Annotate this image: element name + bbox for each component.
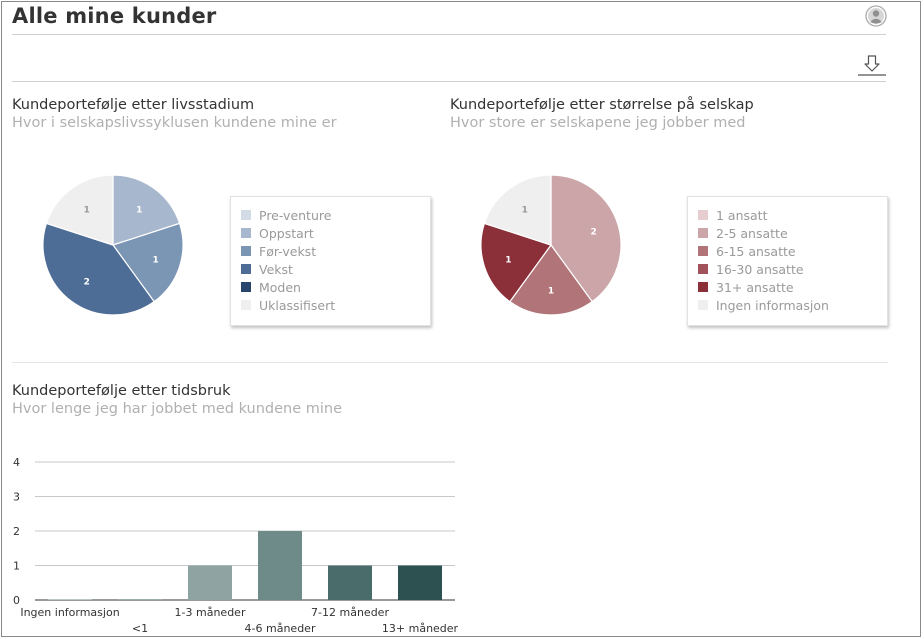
bar-1[interactable] (118, 599, 162, 600)
size-slice-2-5-ansatte[interactable] (550, 174, 622, 303)
bar-4-6-måneder[interactable] (258, 531, 302, 600)
size-legend-item-2-5-ansatte[interactable]: 2-5 ansatte (698, 224, 877, 242)
lifecycle-subtitle: Hvor i selskapslivssyklusen kundene mine… (12, 115, 337, 131)
lifecycle-legend-item-uklassifisert[interactable]: Uklassifisert (241, 296, 420, 314)
lifecycle-slice-før-vekst[interactable] (112, 222, 184, 303)
y-tick-label: 0 (13, 594, 20, 607)
y-tick-label: 1 (13, 560, 20, 573)
legend-label: Uklassifisert (259, 297, 336, 313)
size-title: Kundeportefølje etter størrelse på selsk… (450, 97, 754, 113)
legend-label: Moden (259, 279, 301, 295)
size-slice-ingen-informasjon[interactable] (483, 174, 552, 246)
lifecycle-slice-label: 1 (136, 205, 142, 215)
x-tick-label: 4-6 måneder (245, 622, 316, 635)
legend-label: 16-30 ansatte (716, 261, 804, 277)
size-legend-item-31-ansatte[interactable]: 31+ ansatte (698, 278, 877, 296)
header-divider (12, 34, 886, 35)
user-profile-icon[interactable] (865, 5, 887, 27)
x-tick-label: Ingen informasjon (20, 606, 119, 619)
legend-swatch (241, 264, 251, 274)
lifecycle-slice-vekst[interactable] (42, 222, 155, 316)
x-tick-label: 1-3 måneder (175, 606, 246, 619)
download-icon[interactable] (857, 53, 887, 79)
lifecycle-title: Kundeportefølje etter livsstadium (12, 97, 255, 113)
toolbar-divider (12, 81, 886, 82)
size-legend-item-6-15-ansatte[interactable]: 6-15 ansatte (698, 242, 877, 260)
time-title: Kundeportefølje etter tidsbruk (12, 383, 231, 399)
legend-swatch (241, 282, 251, 292)
lifecycle-slice-uklassifisert[interactable] (45, 174, 114, 246)
lifecycle-legend-item-vekst[interactable]: Vekst (241, 260, 420, 278)
legend-swatch (698, 300, 708, 310)
legend-swatch (698, 228, 708, 238)
legend-swatch (241, 210, 251, 220)
legend-swatch (241, 246, 251, 256)
x-tick-label: <1 (132, 622, 148, 635)
legend-label: Oppstart (259, 225, 314, 241)
legend-swatch (698, 210, 708, 220)
lifecycle-legend-item-før-vekst[interactable]: Før-vekst (241, 242, 420, 260)
size-legend-item-ingen-informasjon[interactable]: Ingen informasjon (698, 296, 877, 314)
legend-label: 31+ ansatte (716, 279, 794, 295)
legend-swatch (698, 264, 708, 274)
section-divider (12, 362, 888, 363)
size-legend: 1 ansatt 2-5 ansatte 6-15 ansatte 16-30 ans… (687, 196, 888, 326)
legend-swatch (698, 282, 708, 292)
bar-7-12-måneder[interactable] (328, 565, 372, 601)
legend-label: Vekst (259, 261, 293, 277)
size-legend-item-1-ansatt[interactable]: 1 ansatt (698, 206, 877, 224)
legend-label: 6-15 ansatte (716, 243, 796, 259)
y-tick-label: 3 (13, 491, 20, 504)
x-tick-label: 13+ måneder (382, 622, 459, 635)
legend-swatch (241, 300, 251, 310)
y-tick-label: 4 (13, 456, 20, 469)
lifecycle-slice-label: 1 (152, 255, 158, 265)
page-title: Alle mine kunder (12, 4, 217, 28)
lifecycle-legend-item-oppstart[interactable]: Oppstart (241, 224, 420, 242)
legend-label: Ingen informasjon (716, 297, 829, 313)
lifecycle-legend: Pre-venture Oppstart Før-vekst Vekst Moden Uk… (230, 196, 431, 326)
size-slice-label: 1 (548, 286, 554, 296)
x-tick-label: 7-12 måneder (311, 606, 389, 619)
legend-label: 1 ansatt (716, 207, 768, 223)
size-legend-item-16-30-ansatte[interactable]: 16-30 ansatte (698, 260, 877, 278)
lifecycle-legend-item-moden[interactable]: Moden (241, 278, 420, 296)
lifecycle-pie-chart: 1 1 2 1 (42, 174, 184, 316)
lifecycle-legend-item-pre-venture[interactable]: Pre-venture (241, 206, 420, 224)
bar-1-3-måneder[interactable] (188, 565, 232, 601)
size-slice-31-ansatte[interactable] (480, 222, 552, 303)
legend-swatch (241, 228, 251, 238)
size-pie-chart: 2 1 1 1 (480, 174, 622, 316)
size-slice-label: 2 (590, 228, 596, 238)
time-bar-chart: 0 1 2 3 4 Ingen informasjon <1 1-3 måneder 4-6 m… (13, 456, 459, 635)
lifecycle-slice-label: 1 (84, 205, 90, 215)
time-subtitle: Hvor lenge jeg har jobbet med kundene mi… (12, 401, 343, 417)
size-subtitle: Hvor store er selskapene jeg jobber med (450, 115, 746, 131)
size-slice-label: 1 (505, 255, 511, 265)
legend-label: Pre-venture (259, 207, 332, 223)
bar-ingen-informasjon[interactable] (48, 599, 92, 600)
legend-swatch (698, 246, 708, 256)
legend-label: 2-5 ansatte (716, 225, 788, 241)
lifecycle-slice-oppstart[interactable] (112, 174, 181, 246)
legend-label: Før-vekst (259, 243, 317, 259)
bar-13-måneder[interactable] (398, 565, 442, 601)
size-slice-6-15-ansatte[interactable] (509, 243, 593, 316)
lifecycle-slice-label: 2 (84, 278, 90, 288)
size-slice-label: 1 (522, 205, 528, 215)
y-tick-label: 2 (13, 525, 20, 538)
